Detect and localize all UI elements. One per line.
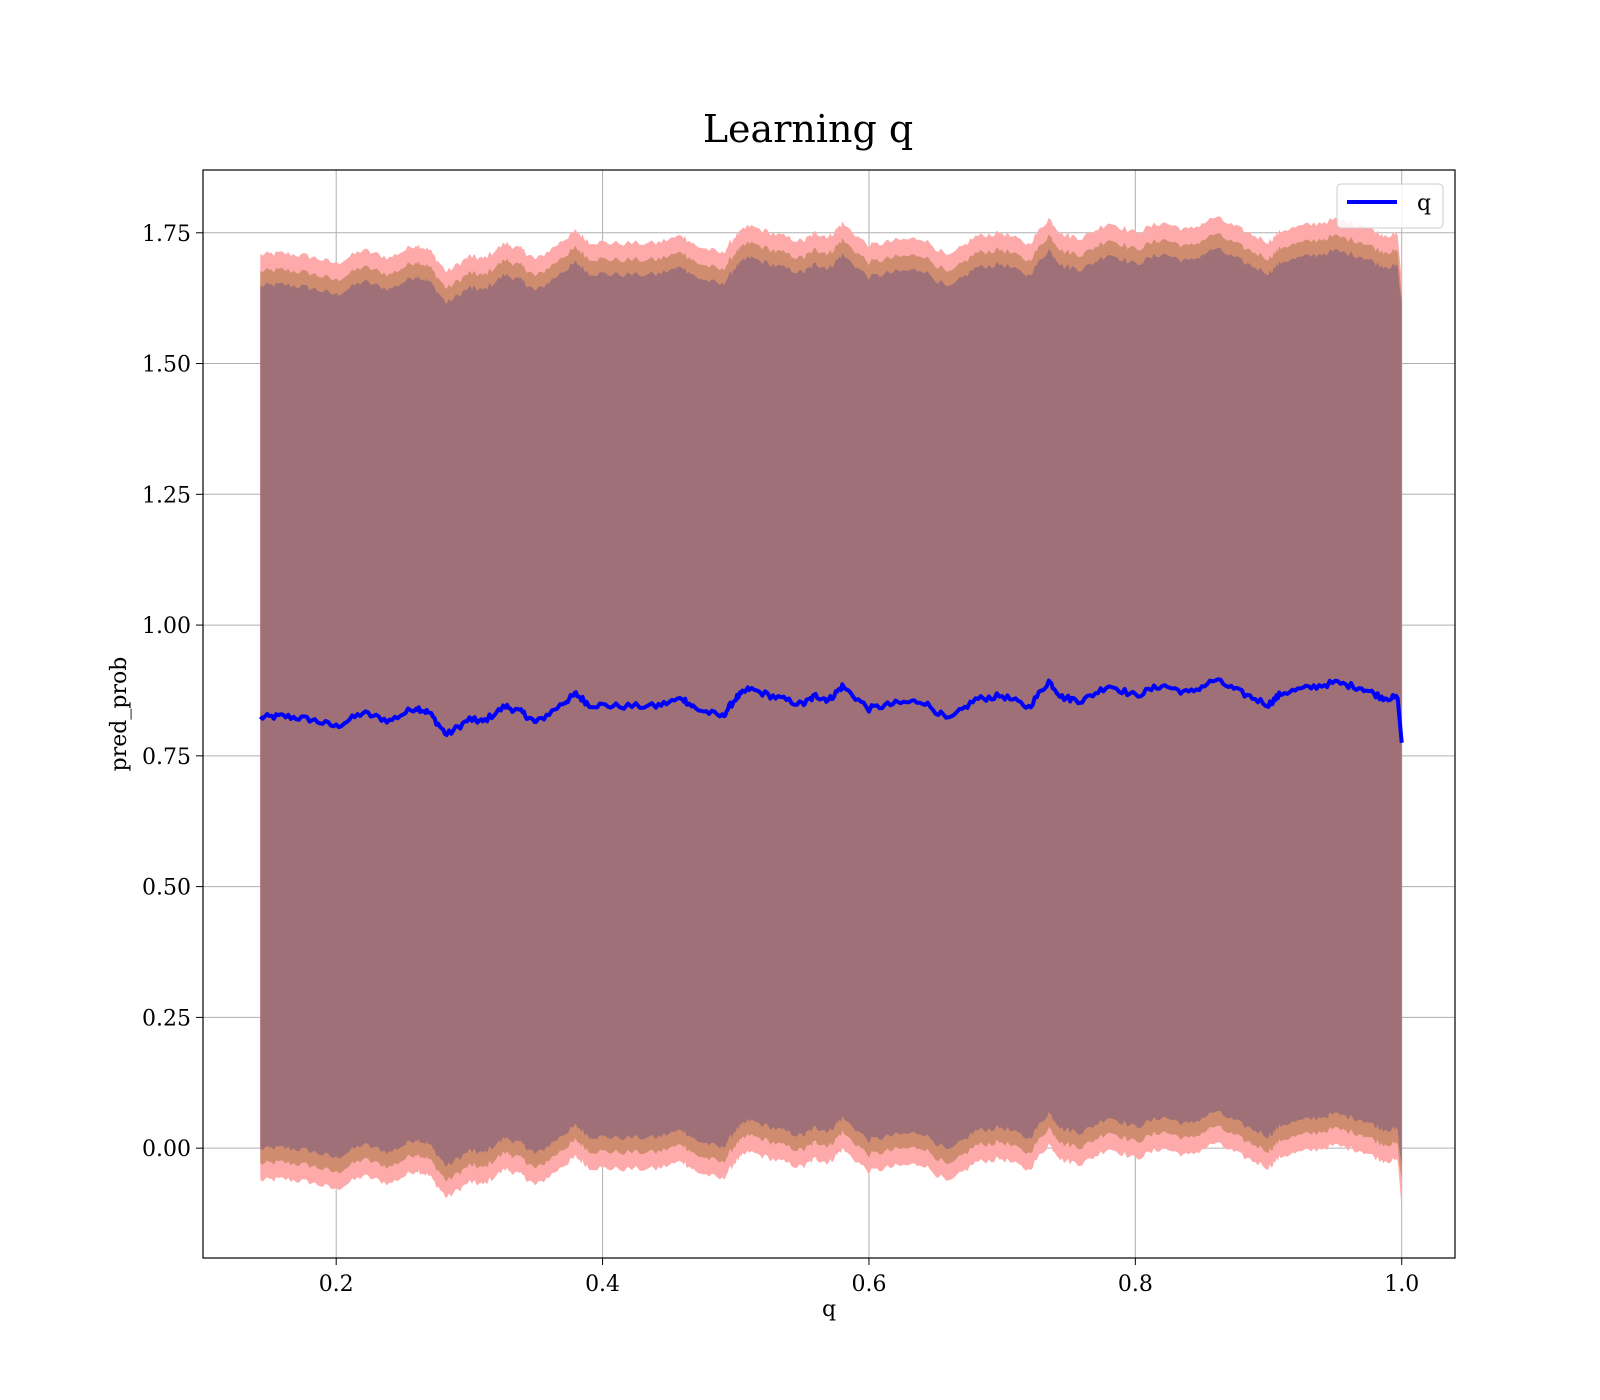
plot-frame <box>202 169 1456 1259</box>
y-tick-label-4: 1.00 <box>142 614 191 639</box>
legend-label-q: q <box>1417 191 1431 216</box>
x-tick-label-0: 0.2 <box>319 1272 354 1297</box>
y-tick-label-6: 1.50 <box>142 353 191 378</box>
y-tick-label-7: 1.75 <box>142 222 191 247</box>
legend-box <box>1336 183 1444 229</box>
legend: q <box>1336 183 1444 229</box>
x-tick-label-1: 0.4 <box>585 1272 620 1297</box>
y-tick-label-0: 0.00 <box>142 1137 191 1162</box>
x-tick-label-4: 1.0 <box>1384 1272 1419 1297</box>
series-group <box>258 677 1404 743</box>
y-tick-label-3: 0.75 <box>142 745 191 770</box>
series-line-q <box>258 677 1404 743</box>
y-tick-label-2: 0.50 <box>142 876 191 901</box>
band-inner <box>260 247 1402 1167</box>
y-axis-ticks: 0.00 0.25 0.50 0.75 1.00 1.25 1.50 1.75 <box>142 222 203 1162</box>
x-axis-label: q <box>822 1297 836 1322</box>
confidence-bands <box>260 216 1402 1211</box>
x-tick-label-3: 0.8 <box>1118 1272 1153 1297</box>
x-axis-ticks: 0.2 0.4 0.6 0.8 1.0 <box>319 1258 1419 1297</box>
y-axis-label: pred_prob <box>107 657 132 772</box>
chart-title: Learning q <box>703 107 913 151</box>
y-tick-label-1: 0.25 <box>142 1006 191 1031</box>
y-tick-label-5: 1.25 <box>142 483 191 508</box>
x-tick-label-2: 0.6 <box>851 1272 886 1297</box>
